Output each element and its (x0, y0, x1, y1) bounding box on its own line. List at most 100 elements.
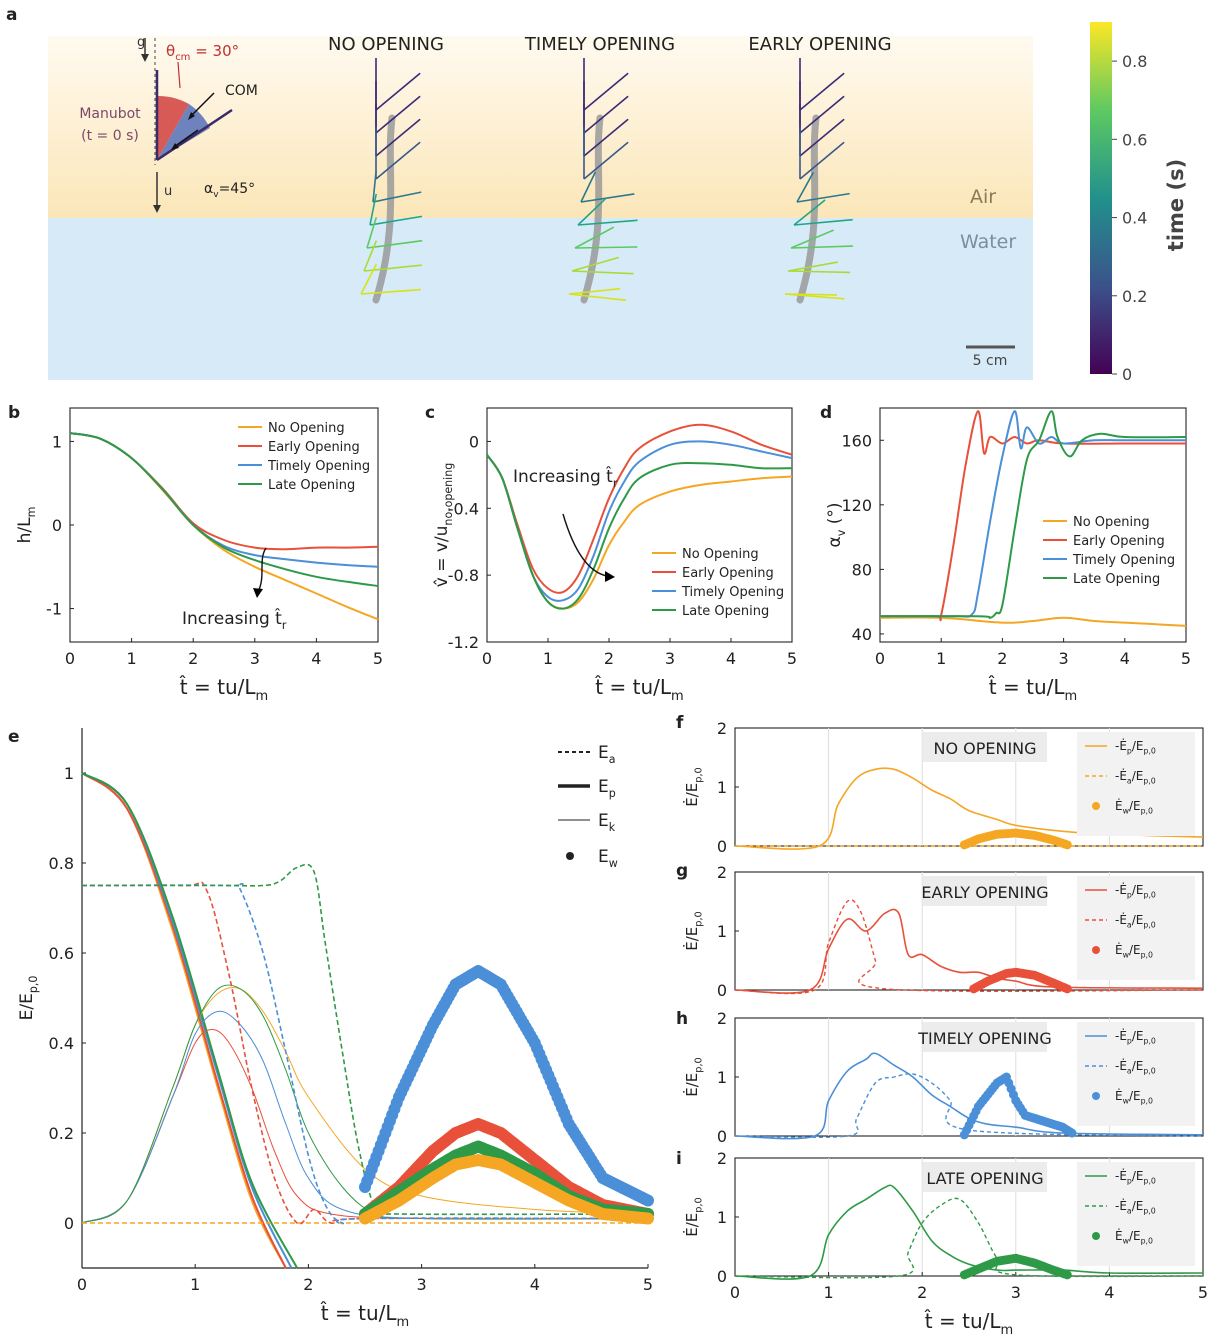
y-tick-label: 160 (841, 431, 872, 450)
legend-label: Ep (598, 777, 616, 800)
line-Ea (734, 1197, 1204, 1279)
y-tick-label: 2 (717, 1009, 727, 1028)
manubot-label: Manubot (79, 106, 141, 122)
x-tick-label: 4 (726, 649, 736, 668)
legend-box (1077, 732, 1195, 836)
line-E_a (81, 881, 649, 1225)
legend-label: -Ėa/Ep,0 (1115, 912, 1156, 930)
x-tick-label: 0 (482, 649, 492, 668)
panel-letter-g: g (676, 861, 688, 881)
panel-d: d 40 80 120 160 0 1 2 3 4 5 t̂ = tu/Lm αv (°) No Open… (820, 403, 1191, 704)
snapshot-arm (571, 270, 634, 275)
snapshot-arm (366, 239, 423, 249)
legend-swatch (1092, 946, 1100, 954)
y-tick-label: 0 (469, 432, 479, 451)
line-timely (879, 410, 1186, 618)
marker-Ew (1062, 1270, 1072, 1280)
panel-letter-i: i (676, 1149, 682, 1169)
x-tick-label: 0 (77, 1275, 87, 1294)
legend-label: Timely Opening (1072, 553, 1175, 568)
legend-label: -Ėa/Ep,0 (1115, 768, 1156, 786)
snapshot-arm (790, 229, 834, 249)
snapshot-arm (372, 191, 422, 203)
legend-box (1077, 876, 1195, 980)
snapshot-arm (793, 199, 826, 226)
snapshot-arm (375, 72, 421, 111)
legend-label: No Opening (682, 547, 759, 562)
legend-label: Ew (598, 847, 618, 870)
y-tick-label: 40 (852, 625, 872, 644)
marker-Ew (1062, 984, 1072, 994)
snapshot-arm (372, 170, 377, 203)
x-tick-label: 0 (65, 649, 75, 668)
snapshot-arm (799, 95, 845, 134)
legend-label: No Opening (1073, 515, 1150, 530)
panel-letter-b: b (8, 403, 20, 423)
x-tick-label: 2 (188, 649, 198, 668)
y-tick-label: 0.8 (49, 854, 74, 873)
panel-a: a Air Water NO OPENING TIMELY OPENING EA… (6, 5, 1188, 384)
panel-letter-h: h (676, 1009, 688, 1029)
legend-label: Ėw/Ep,0 (1115, 942, 1153, 960)
snapshot-arm (360, 288, 421, 295)
x-tick-label: 1 (824, 1283, 834, 1302)
title-box (923, 876, 1047, 906)
line-E_p (81, 772, 293, 1269)
water-region (48, 218, 1033, 380)
legend-label: Ėw/Ep,0 (1115, 1088, 1153, 1106)
x-axis-label: t̂ = tu/Lm (989, 675, 1078, 704)
x-tick-label: 1 (936, 649, 946, 668)
panel-g: g 0 1 2 Ė/Ep,0 EARLY OPENING -Ėp/Ep,0 -Ėa/Ep,0 Ė… (676, 861, 1204, 1000)
y-tick-label: 120 (841, 496, 872, 515)
y-tick-label: 0 (52, 516, 62, 535)
colorbar-tick-label: 0.4 (1122, 209, 1147, 228)
panel-b: b -1 0 1 0 1 2 3 4 5 t̂ = tu/Lm h/Lm No Opening Early… (8, 403, 383, 704)
x-tick-label: 4 (311, 649, 321, 668)
annotation-label: Increasing t̂r (182, 608, 287, 632)
legend-swatch (1092, 802, 1100, 810)
panel-f: f 0 1 2 Ė/Ep,0 NO OPENING -Ėp/Ep,0 -Ėa/Ep,0 Ėw/E… (676, 713, 1204, 856)
legend-label: Timely Opening (681, 585, 784, 600)
panel-letter-e: e (8, 727, 20, 747)
legend-swatch (1092, 1232, 1100, 1240)
alpha-label: αv=45° (204, 181, 255, 200)
y-tick-label: -0.4 (448, 499, 479, 518)
legend-box (1077, 1022, 1195, 1126)
snapshot-arm (574, 226, 615, 249)
y-tick-label: 1 (717, 1208, 727, 1227)
y-tick-label: 0.6 (49, 944, 74, 963)
y-axis-label: Ė/Ep,0 (682, 1057, 705, 1097)
y-axis-label: Ė/Ep,0 (682, 911, 705, 951)
snapshot-arm (568, 293, 627, 302)
x-tick-label: 3 (417, 1275, 427, 1294)
legend-label: -Ėp/Ep,0 (1115, 882, 1156, 900)
y-axis-label: αv (°) (825, 503, 848, 548)
legend-label: -Ėp/Ep,0 (1115, 1028, 1156, 1046)
y-tick-label: 2 (717, 863, 727, 882)
x-axis-label: t̂ = tu/Lm (595, 675, 684, 704)
legend-label: Ek (598, 811, 616, 834)
line-Ea (734, 899, 1204, 995)
g-label: g (137, 35, 145, 50)
legend-label: Early Opening (268, 440, 360, 455)
water-label: Water (960, 231, 1016, 253)
marker-Ew (1067, 1128, 1077, 1138)
chart-panels: b -1 0 1 0 1 2 3 4 5 t̂ = tu/Lm h/Lm No Opening Early… (8, 403, 1208, 1338)
snapshot-arm (375, 118, 421, 157)
colorbar-label: time (s) (1164, 159, 1188, 251)
line-late (879, 410, 1187, 619)
y-axis-label: v̂ = v/uno-opening (432, 463, 455, 588)
air-region (48, 36, 1033, 218)
panel-letter-a: a (6, 5, 17, 25)
snapshot-arm (790, 245, 853, 249)
title-box (923, 1162, 1047, 1192)
y-tick-label: 0 (717, 1127, 727, 1146)
panel-e: e 0 0.2 0.4 0.6 0.8 1 0 1 2 3 4 5 t̂ = tu/Lm E/Ep,0 Ea E… (8, 727, 654, 1330)
x-tick-label: 3 (250, 649, 260, 668)
snapshot-arm (568, 287, 621, 295)
y-axis-label: E/Ep,0 (17, 976, 40, 1021)
panel-c: c0-0.4-0.8-1.20 1 2 3 4 5t̂ = tu/Lmv̂ = v/uno… (425, 403, 797, 704)
title-no-opening: NO OPENING (328, 34, 444, 55)
panel-h: h 0 1 2 Ė/Ep,0 TIMELY OPENING -Ėp/Ep,0 -Ėa/Ep,0… (676, 1009, 1204, 1146)
line-Ep (734, 908, 1204, 994)
